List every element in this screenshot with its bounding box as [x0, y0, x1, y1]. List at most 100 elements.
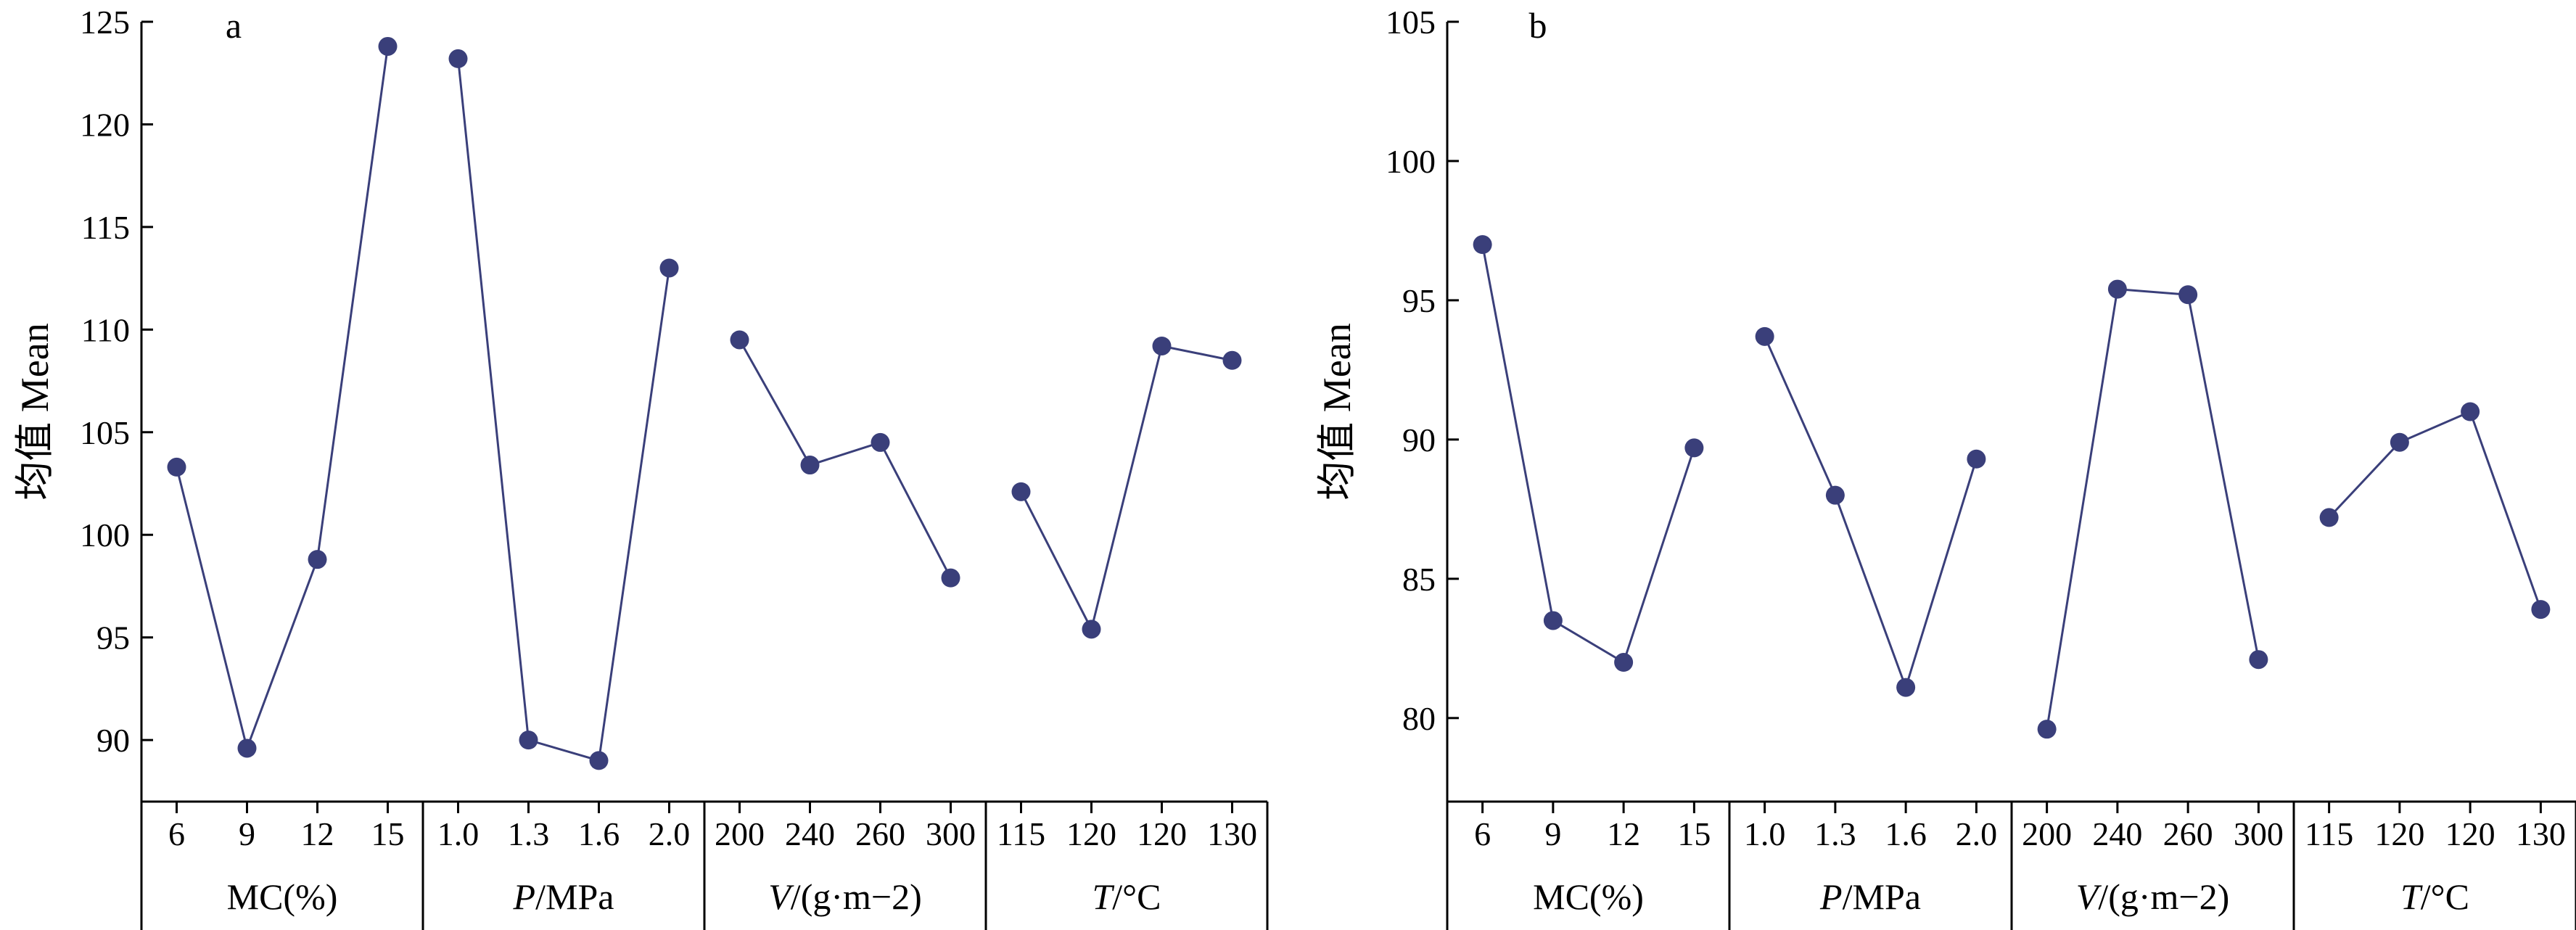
y-axis-label: 均值 Mean — [13, 323, 57, 500]
group-label-unit: /MPa — [1843, 876, 1921, 917]
y-tick-label: 125 — [80, 4, 130, 41]
y-tick-label: 110 — [81, 311, 130, 348]
data-point — [2390, 432, 2409, 452]
y-axis-label: 均值 Mean — [1315, 323, 1359, 500]
data-point — [378, 36, 398, 56]
data-point — [1825, 485, 1845, 505]
x-tick-label: 2.0 — [1956, 815, 1998, 852]
x-tick-label: 12 — [301, 815, 334, 852]
x-tick-label: 240 — [2092, 815, 2142, 852]
x-tick-label: 120 — [2445, 815, 2495, 852]
data-point — [167, 457, 186, 477]
panel-letter: b — [1529, 5, 1547, 46]
x-tick-label: 130 — [1207, 815, 1257, 852]
y-tick-label: 80 — [1402, 700, 1436, 737]
data-point — [2249, 650, 2268, 670]
x-tick-label: 120 — [1066, 815, 1116, 852]
x-tick-label: 200 — [2022, 815, 2072, 852]
data-point — [237, 738, 257, 758]
group-label-unit: /(g·m−2) — [791, 876, 922, 917]
group-label-variable: V — [768, 876, 794, 917]
data-point — [519, 731, 538, 750]
group-label-unit: /MPa — [535, 876, 614, 917]
data-point — [1967, 449, 1986, 469]
x-tick-label: 1.3 — [1814, 815, 1856, 852]
data-point — [2178, 285, 2198, 305]
x-tick-label: 6 — [1474, 815, 1491, 852]
series-line-3 — [1020, 345, 1233, 633]
x-tick-label: 12 — [1607, 815, 1640, 852]
data-point — [308, 550, 327, 569]
data-point — [1896, 678, 1916, 697]
data-point — [1614, 653, 1634, 672]
data-point — [2107, 279, 2127, 299]
data-point — [589, 751, 609, 770]
data-point — [448, 49, 468, 68]
data-point — [2037, 720, 2057, 739]
group-label-unit: MC(%) — [1533, 876, 1644, 917]
series-line-0 — [1481, 244, 1695, 664]
data-point — [1011, 482, 1031, 501]
y-tick-label: 90 — [1402, 421, 1436, 458]
data-point — [1684, 438, 1704, 458]
group-label-variable: P — [1819, 876, 1843, 917]
x-tick-label: 300 — [2234, 815, 2284, 852]
y-tick-label: 105 — [1386, 4, 1436, 41]
panel-letter: a — [226, 5, 242, 46]
series-line-0 — [176, 46, 389, 752]
y-tick-label: 115 — [81, 209, 130, 246]
panel-b: 80 85 90 95 100 105 均值 Mean b 6 9 12 15 MC(%) 1.0 1.3 1… — [1315, 4, 2576, 930]
y-tick-label: 95 — [96, 620, 130, 657]
data-point — [800, 456, 820, 475]
x-tick-label: 260 — [2163, 815, 2213, 852]
data-point — [2319, 508, 2339, 527]
data-point — [941, 568, 960, 588]
x-tick-label: 200 — [715, 815, 765, 852]
group-label-variable: P — [513, 876, 536, 917]
y-tick-label: 100 — [80, 517, 130, 554]
data-point — [1082, 620, 1101, 639]
data-point — [2531, 600, 2551, 620]
x-tick-label: 120 — [1137, 815, 1187, 852]
group-label: T/°C — [1092, 876, 1161, 917]
series-line-3 — [2328, 410, 2542, 610]
series-line-2 — [738, 339, 952, 579]
data-point — [1755, 326, 1774, 346]
x-tick-label: 1.6 — [578, 815, 620, 852]
group-label-variable: T — [1092, 876, 1114, 917]
x-tick-label: 1.3 — [508, 815, 550, 852]
data-point — [730, 330, 749, 350]
series-line-2 — [2046, 287, 2260, 730]
group-label: T/°C — [2400, 876, 2469, 917]
x-tick-label: 240 — [785, 815, 835, 852]
x-tick-label: 15 — [371, 815, 405, 852]
series-line-1 — [457, 58, 670, 762]
data-point — [1152, 336, 1172, 355]
x-tick-label: 15 — [1677, 815, 1711, 852]
group-label-variable: T — [2400, 876, 2423, 917]
x-tick-label: 1.0 — [437, 815, 480, 852]
x-tick-label: 6 — [168, 815, 185, 852]
x-tick-label: 9 — [239, 815, 255, 852]
data-point — [1473, 235, 1492, 255]
y-tick-label: 95 — [1402, 282, 1436, 319]
group-label-unit: /(g·m−2) — [2098, 876, 2229, 917]
data-point — [659, 258, 679, 278]
group-label: MC(%) — [1533, 876, 1644, 917]
data-point — [1222, 350, 1242, 370]
x-tick-label: 120 — [2374, 815, 2424, 852]
group-label: V/(g·m−2) — [2076, 876, 2229, 917]
y-tick-label: 100 — [1386, 143, 1436, 180]
x-tick-label: 1.6 — [1885, 815, 1927, 852]
group-label: V/(g·m−2) — [768, 876, 921, 917]
y-tick-label: 120 — [80, 106, 130, 143]
x-tick-label: 300 — [926, 815, 976, 852]
data-point — [1543, 611, 1563, 630]
group-label-unit: /°C — [2421, 876, 2469, 917]
x-tick-label: 130 — [2516, 815, 2566, 852]
x-tick-label: 2.0 — [649, 815, 691, 852]
group-label: P/MPa — [513, 876, 614, 917]
x-tick-label: 9 — [1544, 815, 1561, 852]
panel-a: 90 95 100 105 110 115 120 125 均值 Mean a 6 9 12 15 MC(%… — [13, 4, 1269, 930]
